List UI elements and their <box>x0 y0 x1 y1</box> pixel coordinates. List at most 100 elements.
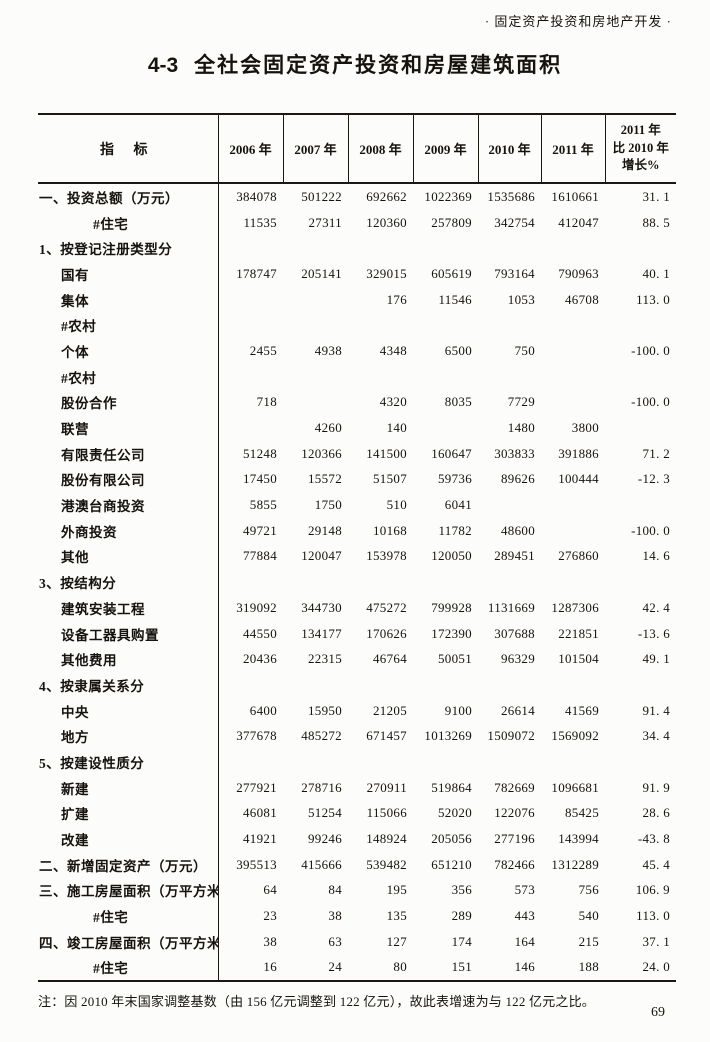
row-label: 4、按隶属关系分 <box>38 672 219 698</box>
cell-value: 51507 <box>373 471 407 487</box>
cell-value: 519864 <box>431 779 472 795</box>
cell-value <box>478 312 541 338</box>
row-label: 有限责任公司 <box>38 440 219 467</box>
row-label: 二、新增固定资产（万元） <box>38 851 219 878</box>
table-row: 扩建 46081 51254 115066 52020 122076 85425 28. 6 <box>38 800 676 827</box>
cell-value: 11535 <box>243 214 277 230</box>
table-row: 3、按结构分 <box>38 569 676 595</box>
cell-value: 4260 <box>314 420 342 436</box>
cell-value: 1610661 <box>551 188 599 204</box>
row-label: 其他 <box>38 543 219 570</box>
cell-value: 307688 <box>494 625 535 641</box>
cell-value <box>478 569 541 595</box>
cell-value: 205056 <box>431 831 472 847</box>
row-label: 一、投资总额（万元） <box>38 183 219 210</box>
cell-value: 178747 <box>236 265 277 281</box>
cell-value: 164 <box>514 933 535 949</box>
cell-value: 782466 <box>494 856 535 872</box>
cell-value: 122076 <box>494 805 535 821</box>
cell-value: 692662 <box>366 188 407 204</box>
cell-value: 174 <box>451 933 472 949</box>
cell-value <box>478 364 541 390</box>
cell-value <box>413 749 478 775</box>
cell-value: 59736 <box>438 471 472 487</box>
cell-value <box>283 749 348 775</box>
cell-value <box>218 312 283 338</box>
cell-value: -100. 0 <box>631 342 670 358</box>
table-row: #农村 <box>38 363 676 390</box>
cell-value: 270911 <box>366 779 407 795</box>
cell-value: 51248 <box>243 445 277 461</box>
cell-value: 172390 <box>431 625 472 641</box>
cell-value <box>283 312 348 338</box>
cell-value: 27311 <box>308 214 342 230</box>
cell-value <box>218 364 283 390</box>
cell-value <box>348 312 413 338</box>
cell-value: 15572 <box>308 471 342 487</box>
cell-value <box>541 312 605 338</box>
row-label: 设备工器具购置 <box>38 620 219 647</box>
table-row: 三、施工房屋面积（万平方米） 64 84 195 356 573 756 106. 9 <box>38 877 676 904</box>
cell-value: 3800 <box>571 420 599 436</box>
cell-value: 120360 <box>366 214 407 230</box>
cell-value: 91. 9 <box>642 779 670 795</box>
year-column-header: 2007 年 <box>283 114 349 184</box>
cell-value <box>413 235 478 261</box>
cell-value: 277921 <box>236 779 277 795</box>
cell-value: 6500 <box>444 342 472 358</box>
table-row: 股份合作 718 4320 8035 7729 -100. 0 <box>38 389 676 416</box>
cell-value: 11782 <box>438 522 472 538</box>
cell-value: 91. 4 <box>642 702 670 718</box>
cell-value: 651210 <box>431 856 472 872</box>
cell-value <box>541 364 605 390</box>
cell-value <box>541 672 605 698</box>
row-label: #农村 <box>38 363 219 390</box>
cell-value: 46764 <box>373 651 407 667</box>
row-label: 中央 <box>38 697 219 724</box>
cell-value: 24 <box>328 959 342 975</box>
cell-value: 140 <box>386 420 407 436</box>
cell-value <box>541 749 605 775</box>
cell-value: 4348 <box>379 342 407 358</box>
cell-value: 391886 <box>558 445 599 461</box>
cell-value: 38 <box>263 933 277 949</box>
cell-value: 671457 <box>366 728 407 744</box>
cell-value: 1096681 <box>551 779 599 795</box>
table-number: 4-3 <box>147 54 179 77</box>
cell-value <box>605 672 676 698</box>
row-label: 股份有限公司 <box>38 466 219 493</box>
cell-value: 148924 <box>366 831 407 847</box>
cell-value: 49721 <box>243 522 277 538</box>
cell-value <box>478 749 541 775</box>
cell-value <box>605 364 676 390</box>
row-label: #农村 <box>38 312 219 339</box>
cell-value <box>541 338 605 364</box>
cell-value <box>348 672 413 698</box>
cell-value: 120366 <box>301 445 342 461</box>
cell-value <box>348 569 413 595</box>
table-header: 指 标 2006 年 2007 年 2008 年 2009 年 2010 年 2011 年… <box>38 114 676 184</box>
table-row: 1、按登记注册类型分 <box>38 235 676 262</box>
year-column-header: 2010 年 <box>478 114 542 184</box>
table-row: 四、竣工房屋面积（万平方米） 38 63 127 174 164 215 37. 1 <box>38 928 676 955</box>
row-label: 集体 <box>38 286 219 313</box>
table-row: 国有 178747 205141 329015 605619 793164 790963 40… <box>38 261 676 287</box>
table-row: 外商投资 49721 29148 10168 11782 48600 -100. 0 <box>38 517 676 544</box>
table-row: #住宅 11535 27311 120360 257809 342754 412047 88.… <box>38 209 676 236</box>
table-row: 地方 377678 485272 671457 1013269 1509072 156909… <box>38 723 676 750</box>
row-label: 三、施工房屋面积（万平方米） <box>38 877 219 904</box>
cell-value: -13. 6 <box>637 625 670 641</box>
table-row: 5、按建设性质分 <box>38 749 676 775</box>
cell-value: 23 <box>263 908 277 924</box>
cell-value: 485272 <box>301 728 342 744</box>
cell-value: 9100 <box>444 702 472 718</box>
cell-value: 34. 4 <box>642 728 670 744</box>
cell-value: 24. 0 <box>642 959 670 975</box>
cell-value: 6041 <box>444 497 472 513</box>
growth-column-header: 2011 年 比 2010 年 增长% <box>605 114 676 184</box>
table-row: 有限责任公司 51248 120366 141500 160647 303833 39188… <box>38 440 676 467</box>
cell-value <box>413 312 478 338</box>
cell-value: 51254 <box>308 805 342 821</box>
cell-value: 15950 <box>308 702 342 718</box>
